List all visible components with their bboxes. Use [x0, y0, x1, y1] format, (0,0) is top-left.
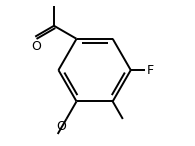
- Text: F: F: [147, 64, 154, 77]
- Text: O: O: [56, 120, 66, 133]
- Text: O: O: [31, 40, 41, 53]
